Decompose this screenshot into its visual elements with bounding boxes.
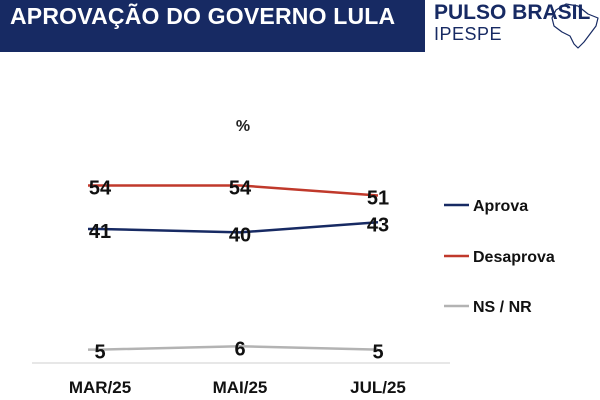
x-tick-label: MAI/25 bbox=[213, 378, 268, 397]
brand-subtitle: IPESPE bbox=[434, 24, 503, 44]
data-label-ns-nr: 5 bbox=[372, 342, 383, 364]
x-axis-ticks: MAR/25 MAI/25 JUL/25 bbox=[69, 378, 406, 397]
data-label-ns-nr: 6 bbox=[234, 338, 245, 360]
title-band: APROVAÇÃO DO GOVERNO LULA bbox=[0, 0, 425, 52]
legend-label-desaprova: Desaprova bbox=[473, 249, 555, 266]
series-line-aprova bbox=[88, 221, 379, 234]
x-tick-label: MAR/25 bbox=[69, 378, 131, 397]
series-lines bbox=[88, 184, 379, 351]
series-line-ns-nr bbox=[88, 344, 379, 351]
data-label-aprova: 41 bbox=[89, 221, 111, 243]
legend-label-aprova: Aprova bbox=[473, 198, 528, 215]
legend-label-ns-nr: NS / NR bbox=[473, 299, 532, 316]
data-label-aprova: 40 bbox=[229, 224, 251, 246]
header: APROVAÇÃO DO GOVERNO LULA PULSO BRASIL I… bbox=[0, 0, 600, 52]
data-label-desaprova: 54 bbox=[89, 177, 112, 199]
data-label-ns-nr: 5 bbox=[94, 342, 105, 364]
brazil-map-outline-icon bbox=[551, 3, 599, 49]
data-label-desaprova: 54 bbox=[229, 177, 252, 199]
data-labels: 54 54 51 41 40 43 5 6 5 bbox=[89, 177, 389, 363]
data-label-desaprova: 51 bbox=[367, 188, 389, 210]
unit-label: % bbox=[236, 118, 250, 135]
series-line-desaprova bbox=[88, 184, 379, 197]
brand-name: PULSO BRASIL bbox=[434, 1, 591, 24]
data-label-aprova: 43 bbox=[367, 214, 389, 236]
x-tick-label: JUL/25 bbox=[350, 378, 406, 397]
legend: Aprova Desaprova NS / NR bbox=[444, 198, 555, 316]
chart-title: APROVAÇÃO DO GOVERNO LULA bbox=[10, 3, 396, 29]
